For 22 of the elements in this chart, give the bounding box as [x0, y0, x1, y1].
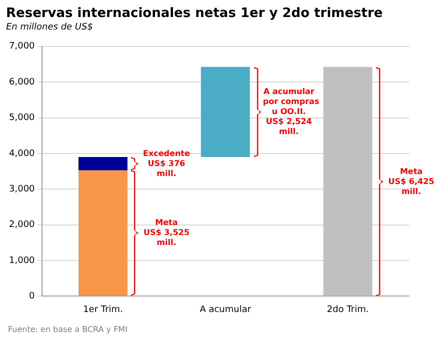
bar — [323, 66, 372, 296]
chart-title: Reservas internacionales netas 1er y 2do trimestre — [6, 6, 383, 22]
annotation: A acumular por compras u OO.II. US$ 2,524 mill. — [262, 86, 320, 137]
bar — [78, 170, 128, 296]
y-tick-label: 5,000 — [9, 113, 36, 124]
source-note: Fuente: en base a BCRA y FMI — [8, 325, 128, 334]
chart-subtitle: En millones de US$ — [6, 22, 94, 32]
annotation: Meta US$ 6,425 mill. — [387, 166, 436, 197]
bar — [200, 66, 250, 157]
y-tick-label: 1,000 — [9, 256, 36, 266]
y-tick-label: 6,000 — [9, 77, 36, 88]
x-tick-label: 2do Trim. — [326, 304, 369, 315]
y-tick-label: 0 — [29, 292, 36, 302]
y-tick-label: 2,000 — [9, 220, 36, 230]
y-tick-label: 3,000 — [9, 184, 36, 194]
annotation: Meta US$ 3,525 mill. — [142, 218, 190, 248]
x-tick-label: A acumular — [200, 304, 252, 315]
y-tick-label: 4,000 — [9, 148, 36, 159]
bar — [78, 156, 128, 170]
y-tick-label: 7,000 — [9, 42, 36, 52]
x-tick-label: 1er Trim. — [83, 304, 123, 315]
annotation: Excedente US$ 376 mill. — [142, 148, 191, 179]
